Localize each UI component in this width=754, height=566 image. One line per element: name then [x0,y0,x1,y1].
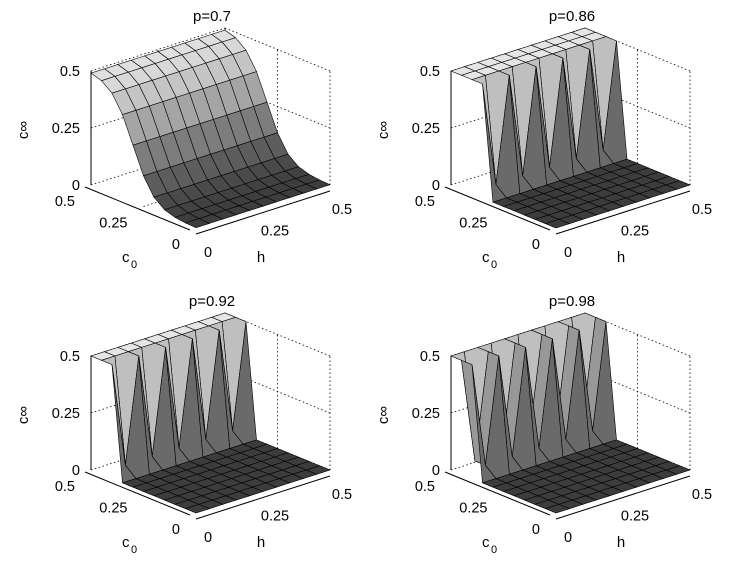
h-tick-label: 0 [204,245,212,261]
h-tick-label: 0 [564,530,572,546]
h-axis-label: h [257,249,265,266]
grid-line [584,27,691,72]
h-tick-label: 0 [204,530,212,546]
z-tick-label: 0.5 [60,64,80,80]
c0-tick-label: 0 [532,237,540,253]
surface-patch [544,504,571,514]
c0-tick-label: 0.5 [415,194,435,210]
c0-axis-label: c [122,534,130,551]
h-tick-label: 0.25 [261,224,289,240]
z-tick-label: 0.25 [52,121,80,137]
c0-tick-label: 0.5 [415,479,435,495]
c0-axis-label: c [122,249,130,266]
c0-tick-label: 0.25 [99,501,127,517]
surface-patch [544,219,571,229]
h-axis-label: h [617,534,625,551]
z-axis-label: c∞ [375,406,392,425]
h-tick-label: 0.5 [332,202,352,218]
h-tick-label: 0 [564,245,572,261]
h-tick-label: 0.5 [692,202,712,218]
z-tick-label: 0 [72,463,80,479]
c0-axis-label: c [482,249,490,266]
panel-title: p=0.92 [189,293,235,310]
z-tick-label: 0 [72,178,80,194]
h-tick-label: 0.25 [621,509,649,525]
c0-tick-label: 0.25 [99,216,127,232]
panel-title: p=0.86 [549,8,595,25]
h-axis-line [555,190,691,235]
z-tick-label: 0.5 [420,349,440,365]
h-axis-label: h [617,249,625,266]
grid-line [224,312,331,357]
z-tick-label: 0.5 [420,64,440,80]
c0-axis-line [444,186,551,231]
panel-title: p=0.7 [193,8,231,25]
grid-line [224,27,331,72]
c0-axis-line [444,471,551,516]
z-tick-label: 0 [432,178,440,194]
panel-title: p=0.98 [549,293,595,310]
c0-axis-label-subscript: 0 [491,544,497,556]
surface [450,312,691,514]
surface [90,29,331,229]
z-tick-label: 0.25 [412,121,440,137]
h-axis-line [555,475,691,520]
surface [90,312,331,514]
c0-tick-label: 0 [172,522,180,538]
z-tick-label: 0 [432,463,440,479]
surface [450,27,691,229]
c0-axis-line [84,186,191,231]
h-tick-label: 0.5 [692,487,712,503]
h-tick-label: 0.25 [621,224,649,240]
c0-tick-label: 0 [532,522,540,538]
z-tick-label: 0.25 [52,406,80,422]
c0-tick-label: 0 [172,237,180,253]
surface-patch [184,218,211,229]
z-axis-label: c∞ [375,121,392,140]
c0-tick-label: 0.25 [459,501,487,517]
z-tick-label: 0.5 [60,349,80,365]
c0-axis-label-subscript: 0 [131,259,137,271]
surface-patch [184,504,211,514]
c0-axis-label: c [482,534,490,551]
c0-axis-label-subscript: 0 [131,544,137,556]
z-tick-label: 0.25 [412,406,440,422]
h-axis-line [195,475,331,520]
grid-line [90,27,226,72]
c0-tick-label: 0.5 [55,479,75,495]
c0-axis-label-subscript: 0 [491,259,497,271]
c0-axis-line [84,471,191,516]
grid-line [584,312,691,357]
h-tick-label: 0.25 [261,509,289,525]
z-axis-label: c∞ [15,121,32,140]
c0-tick-label: 0.25 [459,216,487,232]
h-tick-label: 0.5 [332,487,352,503]
h-axis-label: h [257,534,265,551]
c0-tick-label: 0.5 [55,194,75,210]
h-axis-line [195,190,331,235]
z-axis-label: c∞ [15,406,32,425]
